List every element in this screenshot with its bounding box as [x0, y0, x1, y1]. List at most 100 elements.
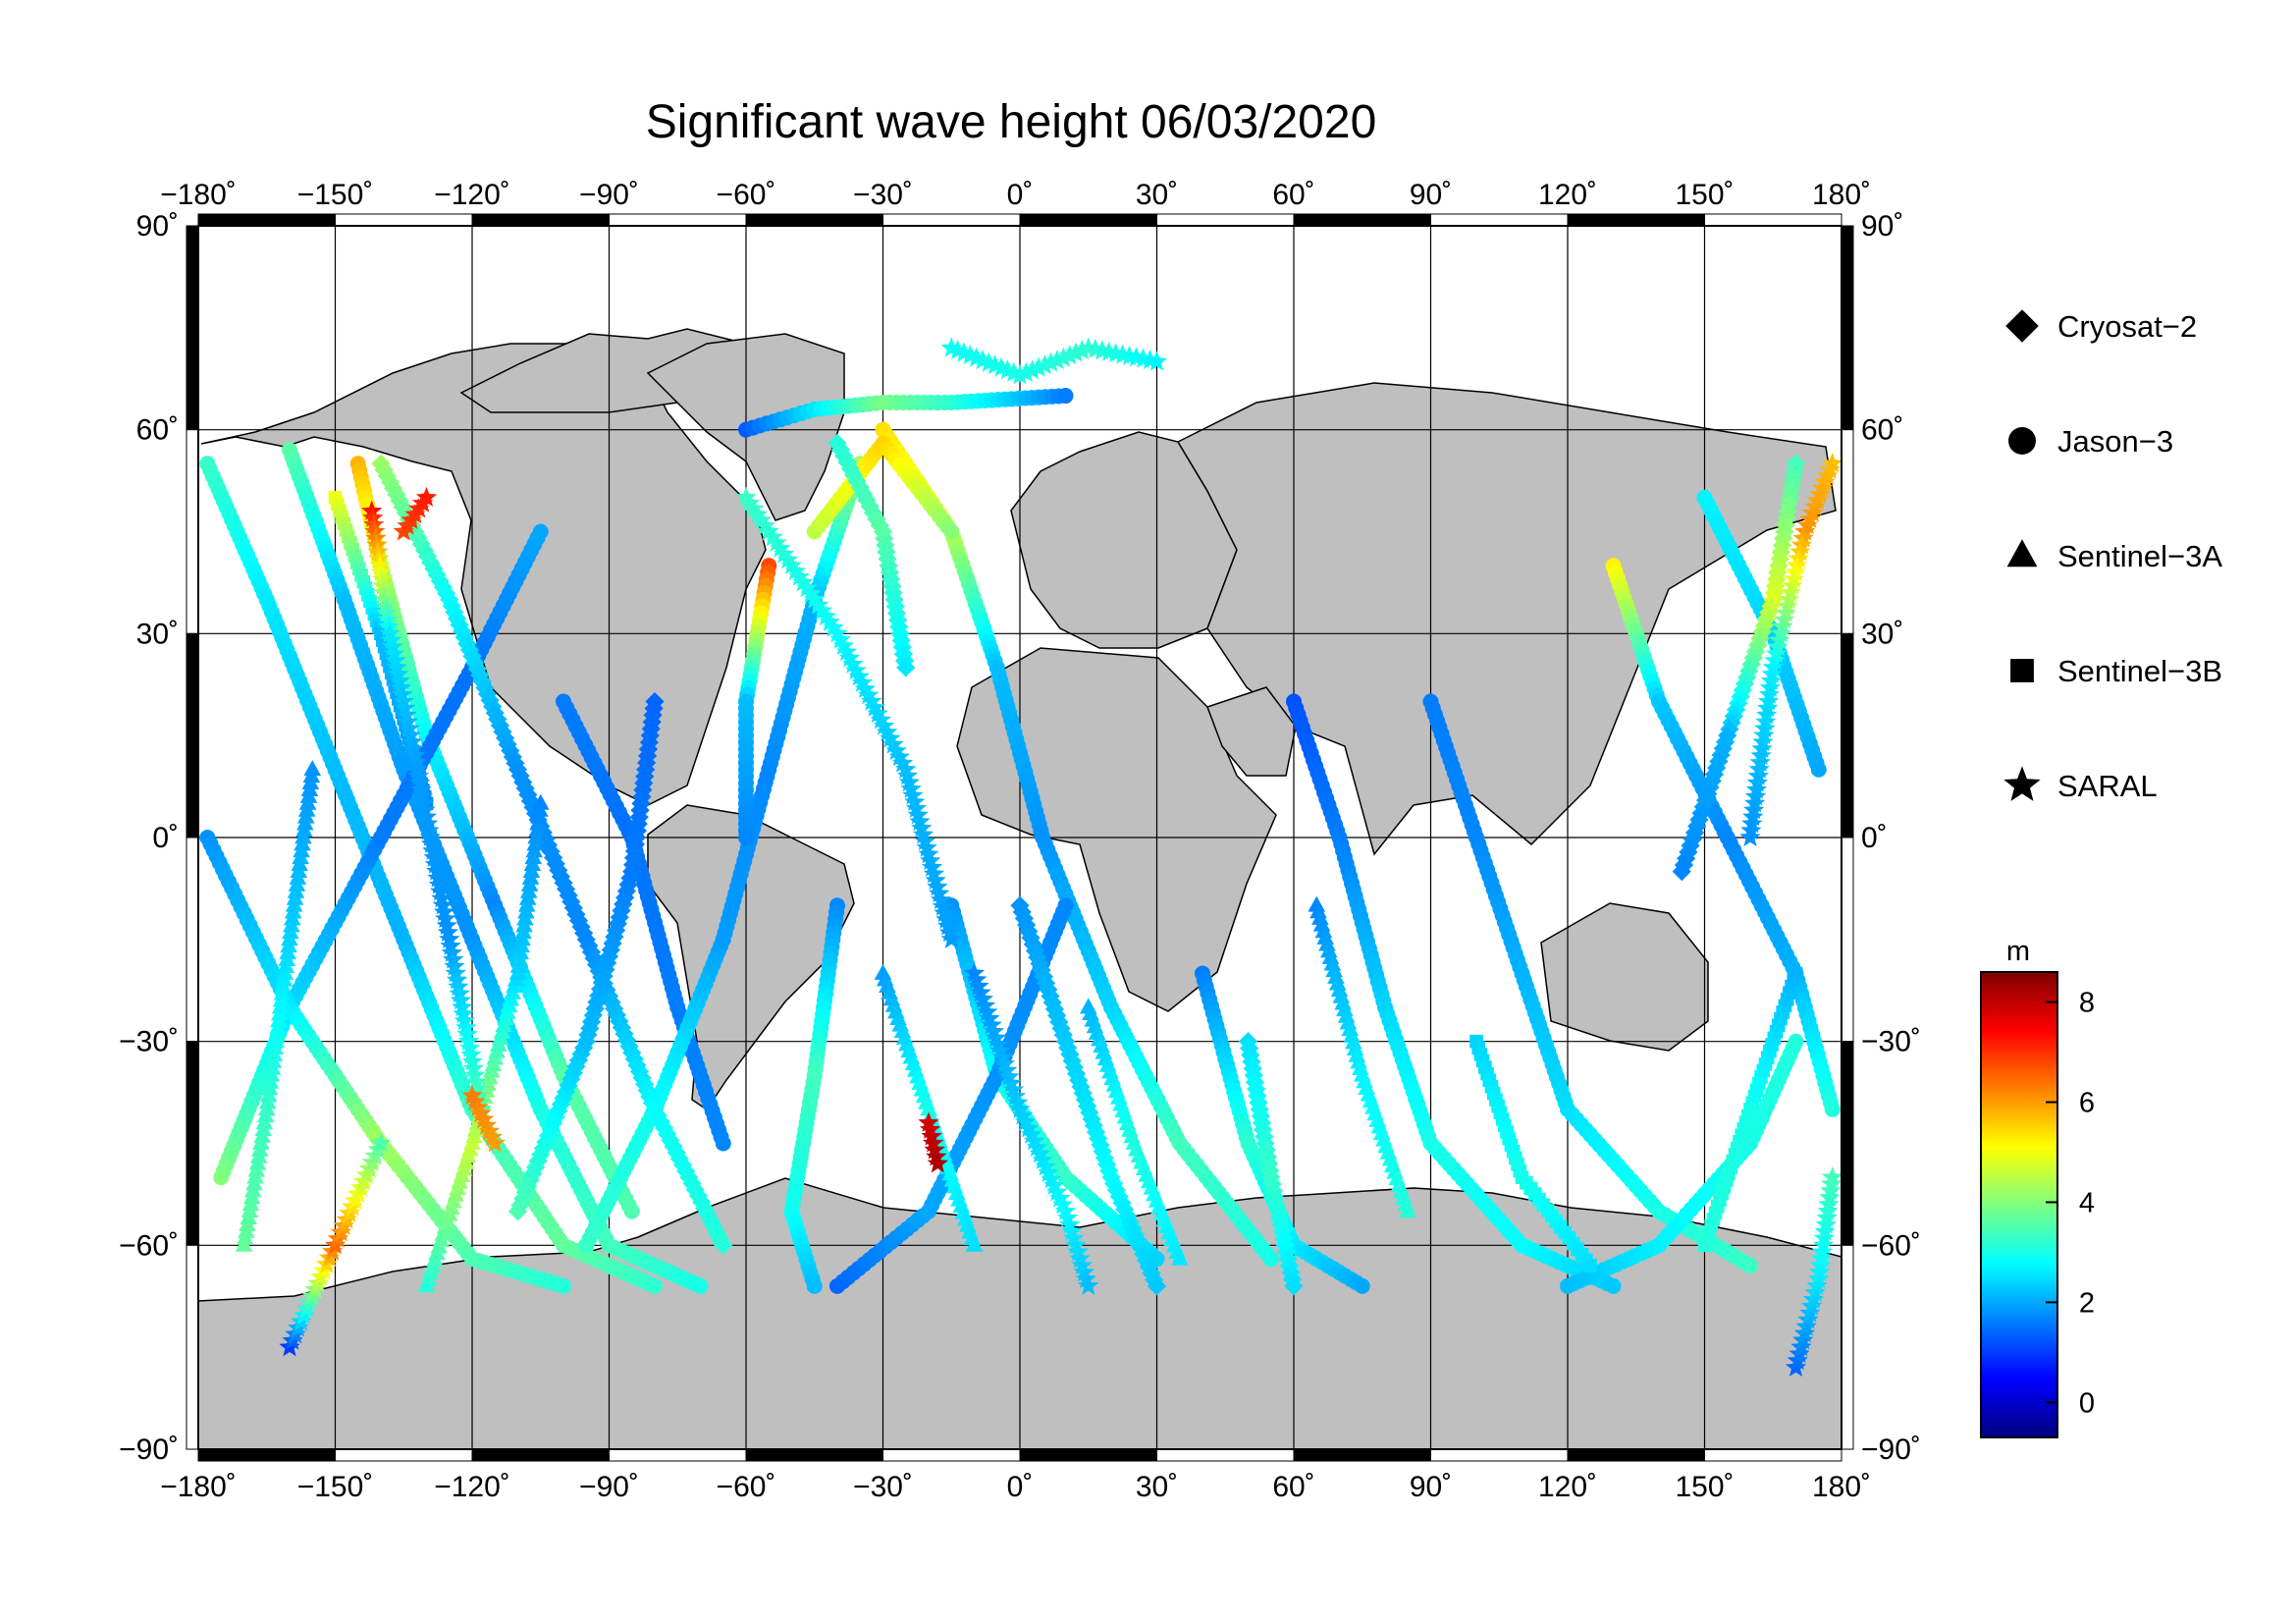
- legend-label: Jason−3: [2057, 424, 2173, 459]
- data-point: [409, 772, 431, 792]
- data-point: [390, 676, 412, 697]
- data-point: [966, 968, 988, 990]
- data-point: [1170, 1249, 1189, 1266]
- data-point: [1672, 862, 1691, 882]
- data-point: [427, 867, 449, 888]
- data-point: [923, 863, 945, 884]
- data-point: [1078, 1274, 1099, 1295]
- data-point: [388, 663, 409, 683]
- data-point: [456, 1023, 478, 1044]
- legend-label: Cryosat−2: [2057, 309, 2197, 344]
- data-point: [461, 1084, 483, 1106]
- satellite-legend: Cryosat−2 Jason−3 Sentinel−3A Sentinel−3B SA…: [2003, 309, 2222, 803]
- data-point: [1765, 642, 1788, 664]
- legend-marker-square: [2010, 659, 2034, 682]
- satellite-track: [1079, 998, 1189, 1266]
- x-tick-label: −120˚: [434, 179, 510, 211]
- data-point: [1071, 1254, 1094, 1275]
- data-point: [998, 1065, 1020, 1086]
- data-point: [1782, 574, 1803, 595]
- data-point: [1767, 635, 1789, 657]
- satellite-track: [393, 486, 438, 541]
- data-point: [1824, 1101, 1841, 1117]
- data-point: [1815, 1214, 1837, 1234]
- legend-item: SARAL: [2003, 766, 2158, 803]
- data-point: [382, 635, 403, 657]
- y-tick-label: 0˚: [152, 822, 179, 854]
- satellite-track: [361, 500, 492, 1118]
- data-point: [938, 921, 961, 943]
- data-point: [979, 1007, 1000, 1028]
- data-point: [460, 1044, 482, 1064]
- data-point: [863, 503, 883, 522]
- data-point: [1817, 1200, 1839, 1220]
- data-point: [467, 1096, 489, 1117]
- legend-marker-diamond: [2005, 309, 2039, 343]
- satellite-track: [1286, 693, 1622, 1294]
- data-point: [963, 962, 986, 983]
- data-point: [1071, 339, 1094, 360]
- data-point: [396, 704, 417, 725]
- data-point: [531, 793, 550, 810]
- frame-segment: [1430, 213, 1569, 227]
- x-tick-label: 60˚: [1272, 179, 1314, 211]
- data-point: [788, 566, 810, 586]
- y-tick-label: −90˚: [1861, 1434, 1921, 1466]
- data-point: [921, 856, 943, 877]
- x-tick-label: 60˚: [1272, 1471, 1314, 1503]
- data-point: [829, 628, 851, 649]
- data-point: [1073, 1261, 1095, 1282]
- colorbar-gradient: [1980, 971, 2058, 1438]
- data-point: [1814, 1220, 1836, 1241]
- data-point: [429, 881, 452, 901]
- data-point: [888, 745, 911, 767]
- data-point: [1015, 361, 1037, 382]
- data-point: [397, 711, 419, 731]
- data-point: [807, 594, 829, 615]
- data-point: [416, 812, 439, 834]
- data-point: [1742, 1258, 1758, 1274]
- data-point: [1262, 1251, 1279, 1268]
- data-point: [896, 658, 916, 677]
- data-point: [1789, 966, 1803, 981]
- frame-segment: [1019, 213, 1157, 227]
- data-point: [422, 839, 444, 860]
- data-point: [484, 1132, 506, 1153]
- data-point: [458, 1037, 481, 1057]
- satellite-track: [963, 962, 1099, 1295]
- frame-segment: [1704, 1448, 1842, 1462]
- data-point: [845, 659, 867, 680]
- data-point: [692, 1277, 709, 1294]
- data-point: [895, 758, 917, 779]
- data-point: [898, 771, 920, 792]
- data-point: [389, 670, 410, 690]
- data-point: [858, 684, 880, 705]
- data-point: [735, 486, 757, 507]
- data-point: [645, 691, 665, 712]
- data-point: [303, 760, 322, 777]
- data-point: [428, 874, 450, 894]
- frame-segment: [197, 1448, 336, 1462]
- data-point: [370, 1132, 392, 1153]
- legend-marker-triangle: [2006, 539, 2038, 568]
- data-point: [1046, 1181, 1068, 1202]
- satellite-track: [874, 963, 984, 1252]
- satellite-track: [507, 691, 665, 1221]
- data-point: [1783, 568, 1805, 589]
- land-north-america: [200, 343, 767, 806]
- data-point: [1804, 496, 1826, 516]
- satellite-track: [783, 897, 845, 1294]
- data-point: [1018, 1117, 1040, 1138]
- data-point: [435, 907, 456, 929]
- data-point: [832, 634, 854, 655]
- colorbar-tick-label: 2: [2079, 1287, 2095, 1319]
- data-point: [415, 486, 438, 507]
- data-point: [556, 1277, 571, 1294]
- data-point: [423, 846, 445, 867]
- data-point: [1075, 1268, 1097, 1289]
- data-point: [413, 792, 435, 813]
- satellite-track: [738, 558, 777, 845]
- data-point: [462, 1057, 485, 1078]
- frame-segment: [186, 1244, 199, 1450]
